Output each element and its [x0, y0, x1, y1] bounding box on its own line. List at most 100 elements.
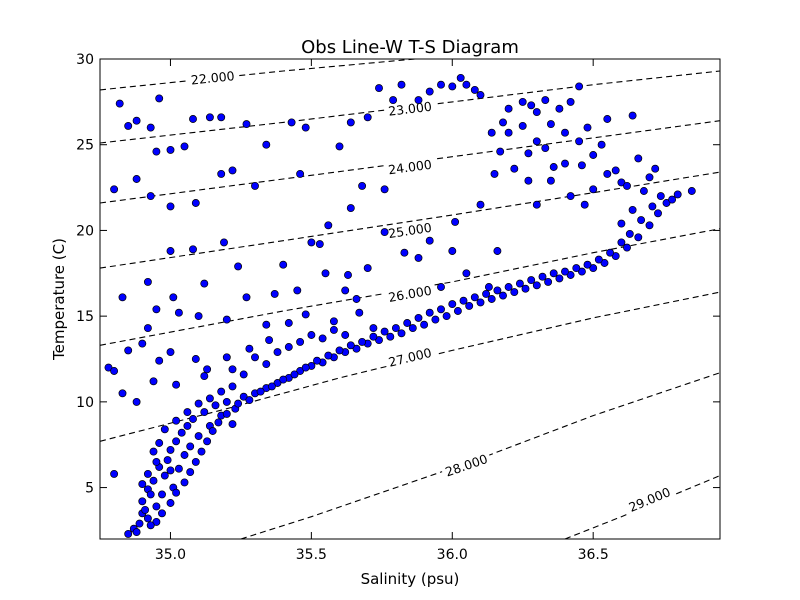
scatter-point — [583, 260, 592, 269]
scatter-point — [293, 286, 302, 295]
scatter-point — [146, 521, 155, 530]
scatter-point — [555, 104, 564, 113]
scatter-point — [566, 192, 575, 201]
scatter-point — [222, 353, 231, 362]
density-contour-line — [100, 228, 720, 346]
scatter-point — [132, 397, 141, 406]
scatter-point — [296, 169, 305, 178]
scatter-point — [267, 382, 276, 391]
scatter-point — [115, 99, 124, 108]
scatter-point — [499, 291, 507, 300]
scatter-point — [335, 142, 344, 151]
scatter-point — [583, 123, 592, 132]
scatter-point — [375, 84, 383, 93]
density-contour-line — [100, 120, 720, 204]
scatter-point — [575, 137, 584, 146]
density-contour-labels: 22.00023.00024.00025.00026.00027.00028.0… — [187, 67, 676, 517]
scatter-point — [191, 457, 200, 466]
scatter-point — [284, 319, 293, 327]
scatter-point — [541, 144, 550, 153]
scatter-point — [487, 128, 496, 137]
scatter-point — [166, 348, 175, 357]
scatter-point — [352, 295, 361, 303]
scatter-point — [532, 281, 541, 290]
scatter-point — [138, 339, 147, 348]
scatter-point — [476, 298, 485, 307]
scatter-point — [189, 115, 197, 123]
scatter-point — [143, 277, 152, 286]
scatter-point — [459, 296, 468, 305]
scatter-point — [318, 334, 327, 343]
x-axis-title: Salinity (psu) — [361, 570, 460, 588]
scatter-point — [222, 397, 231, 406]
scatter-point — [561, 159, 569, 168]
contour-label-background — [384, 218, 436, 243]
scatter-point — [118, 293, 127, 302]
scatter-point — [437, 80, 445, 89]
scatter-point — [380, 228, 389, 237]
contour-label-background — [440, 449, 493, 481]
scatter-point — [228, 365, 237, 374]
scatter-point — [152, 147, 161, 156]
scatter-point — [648, 202, 657, 211]
scatter-point — [262, 320, 271, 329]
scatter-point — [589, 185, 598, 194]
scatter-point — [251, 181, 259, 190]
scatter-point — [234, 262, 243, 271]
scatter-point — [262, 140, 271, 149]
scatter-point — [420, 320, 429, 329]
scatter-point — [200, 372, 209, 381]
scatter-point — [194, 399, 203, 408]
scatter-point — [524, 176, 533, 185]
scatter-point — [200, 279, 209, 288]
scatter-point — [346, 118, 355, 127]
scatter-point — [186, 468, 195, 477]
scatter-point — [546, 176, 555, 185]
scatter-point — [301, 123, 310, 132]
scatter-point — [239, 370, 248, 379]
y-tick-label: 25 — [76, 138, 94, 154]
scatter-point — [341, 286, 350, 295]
scatter-point — [476, 200, 485, 209]
scatter-point — [183, 408, 192, 417]
scatter-point — [504, 104, 513, 113]
scatter-point — [180, 142, 189, 151]
scatter-point — [358, 337, 367, 346]
scatter-point — [431, 315, 440, 324]
scatter-point — [149, 447, 158, 456]
scatter-point — [172, 437, 181, 446]
scatter-point — [408, 324, 417, 333]
scatter-point — [451, 217, 460, 226]
scatter-point — [369, 332, 378, 341]
x-tick-label: 36.0 — [437, 547, 468, 563]
scatter-point — [315, 240, 324, 249]
scatter-point — [279, 375, 288, 384]
density-contour-label: 24.000 — [387, 157, 432, 178]
scatter-point — [637, 216, 646, 225]
scatter-point — [194, 432, 203, 441]
scatter-point — [138, 480, 147, 489]
scatter-point — [386, 332, 395, 341]
scatter-point — [149, 476, 158, 485]
scatter-point — [189, 415, 197, 423]
scatter-point — [313, 356, 321, 365]
scatter-point — [575, 82, 584, 91]
scatter-point — [180, 478, 189, 487]
scatter-point — [589, 151, 598, 159]
scatter-point — [138, 497, 147, 506]
scatter-point — [155, 94, 164, 103]
scatter-point — [518, 121, 527, 130]
scatter-point — [448, 300, 457, 309]
scatter-point — [242, 293, 251, 302]
scatter-point — [158, 509, 166, 518]
scatter-point — [239, 392, 248, 401]
scatter-point — [262, 360, 271, 369]
scatter-point — [172, 380, 181, 389]
scatter-point — [504, 128, 513, 137]
scatter-point — [465, 301, 474, 310]
scatter-point — [538, 272, 547, 281]
scatter-point — [352, 344, 361, 353]
contour-label-background — [384, 97, 436, 120]
density-contour-label: 23.000 — [387, 99, 432, 119]
scatter-point — [673, 190, 682, 199]
